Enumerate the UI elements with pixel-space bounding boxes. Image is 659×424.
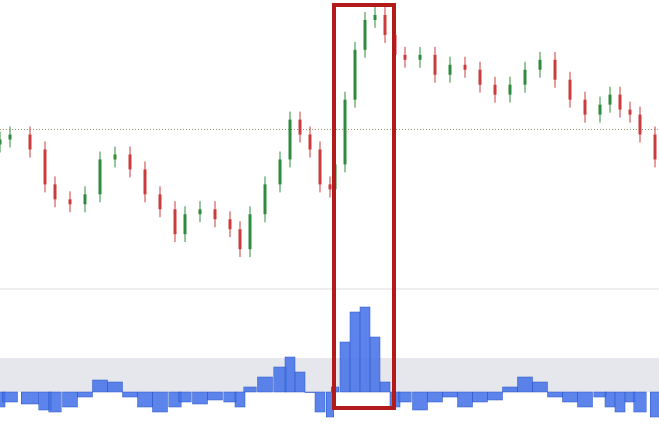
candle-body [83, 194, 87, 205]
candle-body [198, 209, 202, 215]
candle-body [618, 94, 622, 110]
candle-body [598, 104, 602, 115]
candle-body [98, 159, 102, 195]
candle-body [653, 134, 657, 160]
oscillator-bar [359, 306, 371, 393]
candle-body [68, 199, 72, 205]
candle-body [478, 69, 482, 85]
candle-body [638, 114, 642, 135]
candle-body [288, 119, 292, 160]
candle-body [608, 94, 612, 105]
oscillator-bar [304, 391, 316, 393]
candle-body [0, 139, 2, 145]
oscillator-bar [273, 366, 287, 393]
candle-body [418, 54, 422, 60]
oscillator-bar [107, 381, 123, 393]
candle-body [448, 64, 452, 75]
oscillator-bar [517, 376, 533, 393]
oscillator-bar [192, 391, 208, 405]
oscillator-bar [593, 391, 607, 398]
candle-body [628, 109, 632, 115]
oscillator-bar [77, 391, 93, 398]
candle-body [43, 149, 47, 185]
oscillator-bar [547, 391, 563, 398]
candle-body [158, 194, 162, 210]
candle-body [113, 154, 117, 160]
oscillator-bar [314, 391, 326, 413]
candle-body [248, 214, 252, 250]
candle-body [143, 169, 147, 195]
oscillator-bar [472, 391, 488, 403]
candle-body [508, 84, 512, 95]
oscillator-bar [294, 371, 306, 393]
candle-body [463, 64, 467, 70]
oscillator-bar [339, 341, 351, 393]
candle-body [553, 59, 557, 80]
candle-body [183, 214, 187, 235]
oscillator-bar [207, 391, 223, 401]
candle-body [278, 159, 282, 185]
oscillator-bar [457, 391, 473, 408]
candle-body [263, 184, 267, 215]
oscillator-bar [532, 381, 548, 393]
oscillator-bar [633, 391, 647, 413]
candle-body [363, 19, 367, 50]
oscillator-bar [349, 311, 361, 393]
oscillator-bar [234, 391, 246, 408]
candle-body [583, 99, 587, 115]
candle-body [568, 79, 572, 100]
oscillator-bar [137, 391, 153, 408]
candle-body [538, 59, 542, 70]
candle-body [128, 154, 132, 170]
oscillator-bar [398, 391, 412, 403]
oscillator-bar [243, 386, 257, 393]
oscillator-bar [502, 386, 518, 393]
oscillator-bar [369, 336, 381, 393]
highlight-box [332, 3, 396, 410]
oscillator-bar [562, 391, 578, 403]
candle-body [353, 49, 357, 100]
oscillator-bar [152, 391, 168, 413]
candle-body [308, 134, 312, 150]
oscillator-bar [21, 391, 39, 405]
candle-body [403, 54, 407, 60]
candle-body [8, 134, 12, 140]
oscillator-bar [62, 391, 78, 408]
oscillator-bar [604, 391, 616, 408]
candle-body [213, 209, 217, 220]
candle-body [343, 99, 347, 165]
candle-body [298, 119, 302, 135]
oscillator-bar [379, 381, 391, 393]
oscillator-bar [122, 391, 138, 398]
candle-body [53, 184, 57, 200]
oscillator-bar [442, 391, 458, 398]
oscillator-bar [178, 391, 192, 403]
oscillator-bar [223, 391, 237, 403]
candle-body [523, 69, 527, 85]
candle-body [328, 184, 332, 190]
oscillator-bar [427, 391, 443, 403]
oscillator-bar [2, 391, 18, 403]
candle-body [173, 209, 177, 235]
oscillator-bar [92, 379, 108, 393]
oscillator-bar [412, 391, 428, 411]
oscillator-bar [577, 391, 593, 408]
candle-body [433, 54, 437, 75]
oscillator-bar [284, 356, 296, 393]
oscillator-bar [650, 391, 659, 418]
oscillator-bar [614, 391, 626, 413]
candle-body [373, 14, 377, 20]
candle-body [238, 229, 242, 250]
candle-body [28, 134, 32, 150]
candle-body [383, 14, 387, 35]
candle-body [318, 149, 322, 185]
oscillator-bar [48, 391, 62, 413]
candle-body [493, 84, 497, 95]
oscillator-bar [257, 376, 273, 393]
oscillator-bar [487, 391, 503, 401]
candle-body [228, 219, 232, 230]
